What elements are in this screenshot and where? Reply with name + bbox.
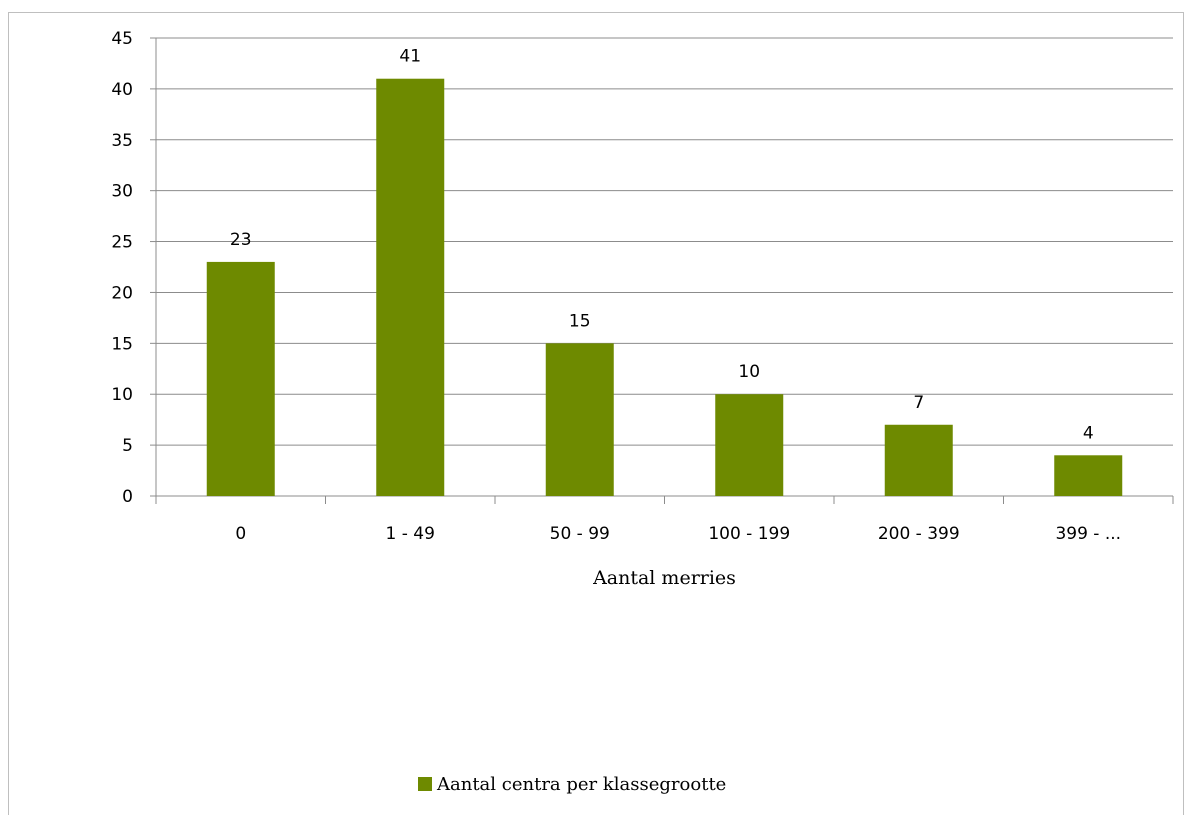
bar-chart: 0 5 10 15 20 25 30 35 40 45 23 0 41 1 - 49 15 50 - 99 10… [111,29,1174,795]
legend-label: Aantal centra per klassegrootte [436,774,726,795]
data-label: 10 [738,362,760,382]
data-label: 23 [230,230,252,250]
bar-1 [376,78,445,496]
x-tick-label: 50 - 99 [550,524,610,544]
y-tick-label: 30 [111,182,133,202]
x-tick-label: 100 - 199 [708,524,790,544]
x-tick-label: 200 - 399 [878,524,960,544]
x-tick-label: 1 - 49 [386,524,435,544]
y-tick-label: 20 [111,283,133,303]
y-tick-label: 25 [111,233,133,253]
y-tick-label: 15 [111,334,133,354]
data-label: 7 [913,393,924,413]
y-tick-label: 45 [111,29,133,49]
data-label: 4 [1083,423,1094,443]
legend-swatch [418,777,432,791]
y-tick-label: 40 [111,80,133,100]
y-tick-label: 0 [122,487,133,507]
data-label: 15 [569,311,591,331]
bar-4 [884,424,953,496]
chart-area: 0 5 10 15 20 25 30 35 40 45 23 0 41 1 - 49 15 50 - 99 10… [8,12,1184,815]
y-tick-label: 35 [111,131,133,151]
x-axis-title: Aantal merries [592,567,736,589]
bar-2 [545,343,614,496]
bar-5 [1054,455,1123,496]
bar-0 [206,261,275,496]
x-tick-label: 399 - ... [1055,524,1121,544]
bar-3 [715,394,784,496]
y-tick-label: 10 [111,385,133,405]
x-tick-label: 0 [235,524,246,544]
y-tick-label: 5 [122,436,133,456]
data-label: 41 [399,47,421,67]
